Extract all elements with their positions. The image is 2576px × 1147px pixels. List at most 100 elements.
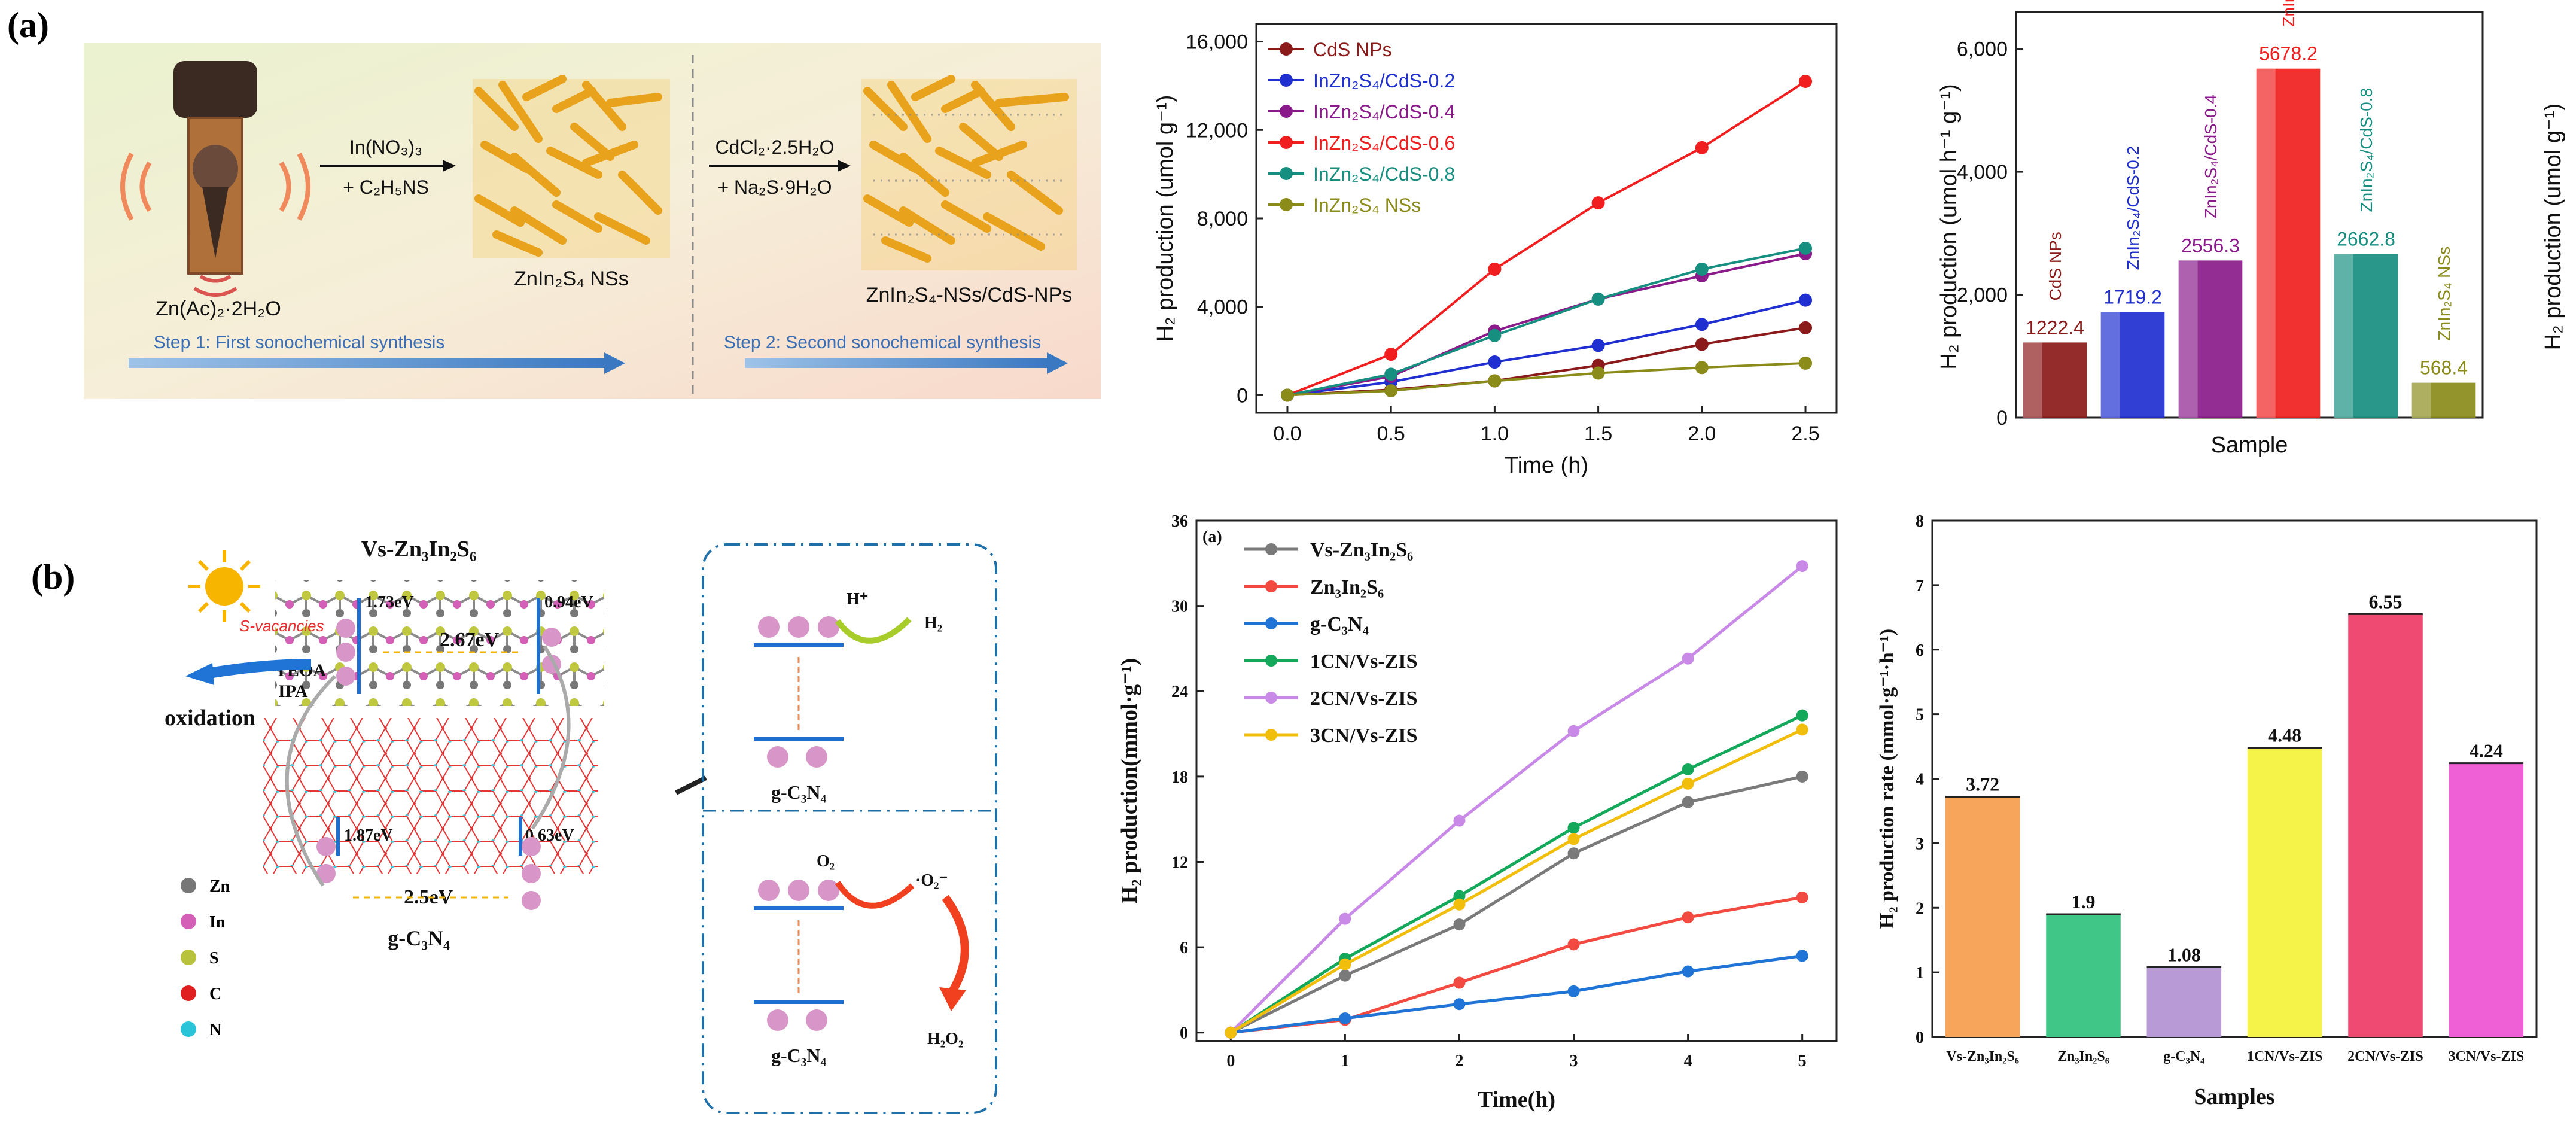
precursor-label: Zn(Ac)₂·2H₂O <box>156 297 281 320</box>
legend-marker <box>1280 198 1293 211</box>
legend-label: InZn₂S₄/CdS-0.2 <box>1313 70 1455 92</box>
data-point <box>1796 891 1808 903</box>
data-point <box>1682 652 1694 665</box>
data-point <box>1339 969 1351 982</box>
legend-marker <box>1280 167 1293 180</box>
y-tick-label: 8 <box>1916 512 1924 531</box>
data-point <box>1453 814 1466 827</box>
h2o2-evolution-inset: O₂ ·O₂⁻ H₂O₂ g-C₃N₄ <box>754 852 969 1066</box>
y-tick-label: 5 <box>1916 706 1924 725</box>
data-point <box>1796 560 1808 573</box>
x-category-label: Vs-Zn₃In₂S₆ <box>1946 1049 2019 1064</box>
gcn-label-lower: g-C₃N₄ <box>771 1045 826 1066</box>
element-legend: Zn In S C N <box>181 877 230 1039</box>
h2-evolution-inset: H⁺ H₂ g-C₃N₄ <box>754 590 942 803</box>
h2-label: H₂ <box>924 614 942 632</box>
bar <box>2100 312 2165 418</box>
y-tick-label: 6,000 <box>1957 38 2008 61</box>
data-point <box>1682 777 1694 790</box>
x-category-label: 1CN/Vs-ZIS <box>2247 1049 2323 1064</box>
series-line <box>1287 299 1806 397</box>
series-line <box>1231 954 1803 1035</box>
data-point <box>1453 918 1466 931</box>
x-tick-label: 2 <box>1455 1052 1463 1070</box>
series-line <box>1230 775 1803 1034</box>
bar <box>2411 382 2476 418</box>
reagent2a-label: CdCl₂·2.5H₂O <box>715 136 834 158</box>
plot-frame <box>2015 11 2484 419</box>
bar-highlight <box>2256 68 2276 418</box>
series-line <box>1287 361 1806 397</box>
series-line <box>1229 565 1804 1034</box>
energy-3-label: 1.87eV <box>344 826 393 845</box>
y-tick-label: 7 <box>1916 577 1924 595</box>
bar <box>2334 254 2398 418</box>
y-tick-label: 4 <box>1916 771 1924 789</box>
y-tick-label: 0 <box>1180 1024 1188 1043</box>
bar-highlight <box>2178 260 2198 418</box>
bar-value-label: 1719.2 <box>2103 286 2162 308</box>
data-point <box>1695 337 1709 351</box>
ipa-label: IPA <box>278 681 308 701</box>
bar-highlight <box>2023 342 2042 418</box>
x-axis-label: Time (h) <box>1505 453 1588 478</box>
legend-label: Vs-Zn₃In₂S₆ <box>1310 539 1413 561</box>
y-tick-label: 1 <box>1916 964 1924 982</box>
hplus-label: H⁺ <box>847 590 869 609</box>
bar <box>1945 796 2020 1037</box>
legend-label: 3CN/Vs-ZIS <box>1310 725 1417 747</box>
bar-category-label: ZnIn₂S₄/CdS-0.2 <box>2124 146 2142 270</box>
y-axis-label: H₂ production (umol g⁻¹) <box>1153 95 1178 342</box>
plot-frame <box>1195 519 1838 1042</box>
y-tick-label: 6 <box>1916 641 1924 660</box>
chart-a-line-h2-production: 0 4,000 8,000 12,000 16,000 0.0 0.5 1.0 1.5 2.0 2.… <box>1153 23 1838 478</box>
data-point <box>1567 833 1580 845</box>
x-tick-label: 4 <box>1684 1052 1692 1070</box>
bar <box>2178 260 2243 418</box>
x-axis-label: Time(h) <box>1478 1087 1555 1112</box>
energy-1-label: 1.73eV <box>365 593 414 611</box>
data-point <box>1796 770 1808 783</box>
znin2s4-nanosheets-image <box>473 75 670 258</box>
legend-marker <box>1265 580 1277 592</box>
x-tick-label: 0 <box>1226 1052 1235 1070</box>
data-point <box>1682 911 1694 924</box>
bar <box>2146 967 2222 1037</box>
series-line <box>1287 252 1806 397</box>
bar-value-label: 2662.8 <box>2337 228 2395 250</box>
bar-highlight <box>2100 312 2120 418</box>
s-vacancies-label: S-vacancies <box>239 617 324 635</box>
o2-label: O₂ <box>817 852 835 871</box>
data-point <box>1488 355 1502 369</box>
y-tick-label: 4,000 <box>1957 161 2008 184</box>
bar-value-label: 3.72 <box>1966 774 1999 795</box>
series-line <box>1230 728 1803 1034</box>
legend-marker <box>1265 543 1277 555</box>
x-tick-label: 1.5 <box>1584 422 1612 445</box>
legend-marker <box>1280 136 1293 149</box>
x-tick-label: 0.5 <box>1377 422 1405 445</box>
data-point <box>1695 318 1709 331</box>
sonicator-icon <box>120 61 310 297</box>
data-point <box>1384 348 1398 361</box>
bar <box>2348 614 2423 1037</box>
oxidation-label: oxidation <box>165 705 255 731</box>
x-category-label: Zn₃In₂S₆ <box>2057 1049 2109 1064</box>
plot-frame <box>1931 519 2538 1038</box>
y-tick-label: 12 <box>1171 853 1188 872</box>
legend-marker <box>1265 655 1277 667</box>
data-point <box>1339 1012 1351 1024</box>
y-tick-label: 2 <box>1916 899 1924 918</box>
legend-label: InZn₂S₄/CdS-0.8 <box>1313 163 1455 185</box>
bar <box>2247 747 2322 1037</box>
x-category-label: 2CN/Vs-ZIS <box>2347 1049 2423 1064</box>
legend-label: InZn₂S₄/CdS-0.4 <box>1313 101 1455 123</box>
legend-label: 1CN/Vs-ZIS <box>1310 650 1417 673</box>
data-point <box>1796 723 1808 736</box>
chart-title: (a) <box>1202 528 1222 546</box>
series-line <box>1231 896 1803 1035</box>
data-point <box>1695 141 1709 154</box>
y-tick-label: 3 <box>1916 835 1924 853</box>
x-tick-label: 2.0 <box>1688 422 1716 445</box>
